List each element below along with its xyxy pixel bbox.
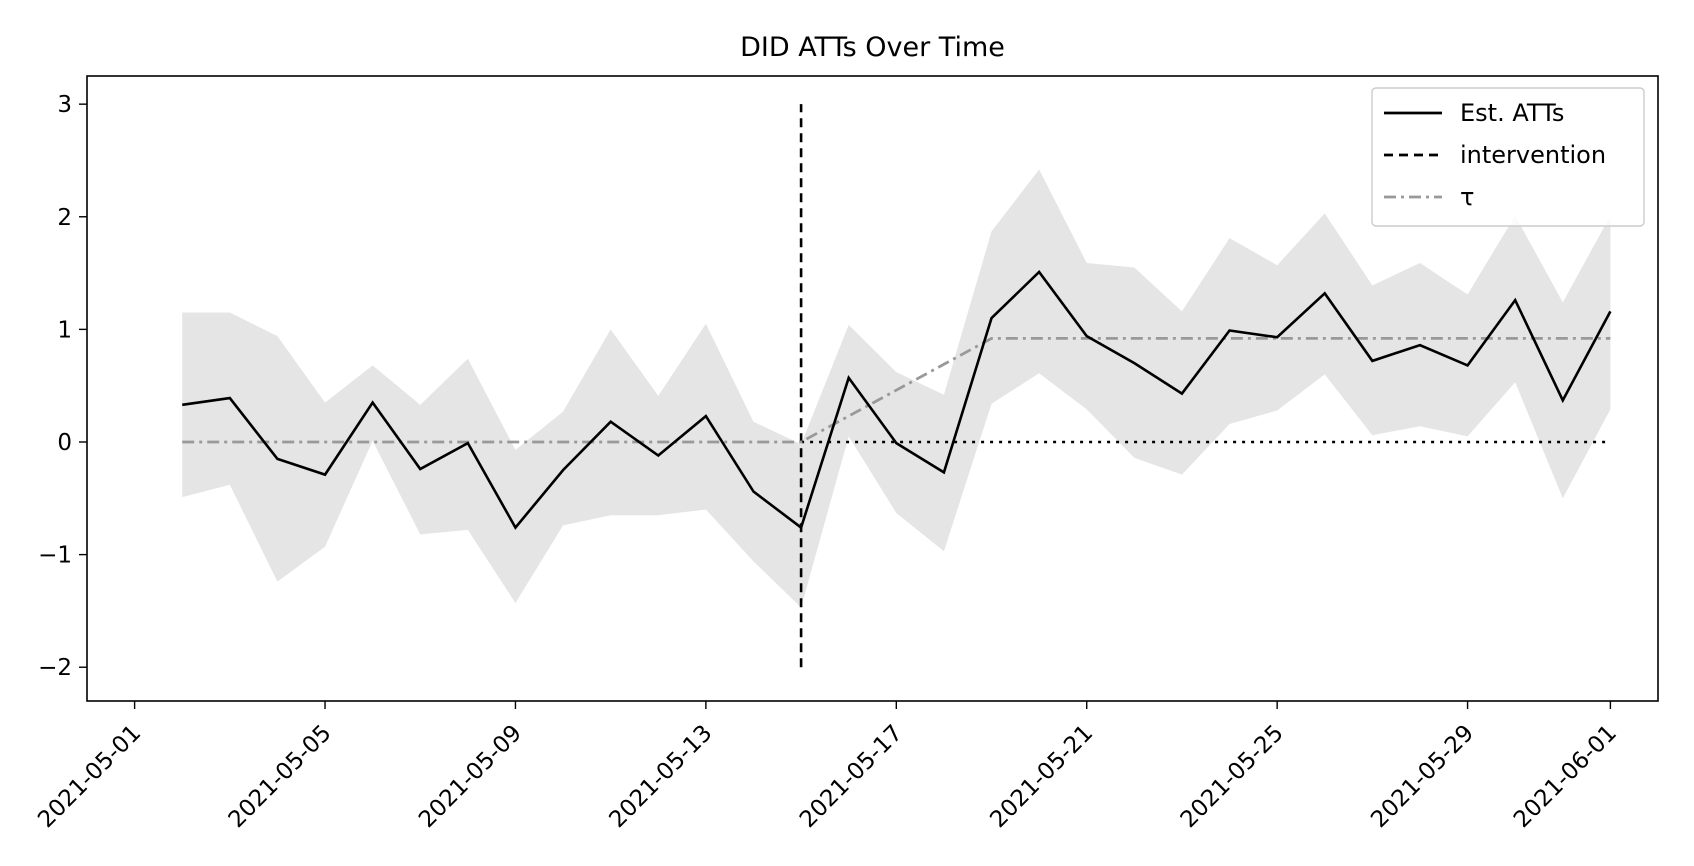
series-layer (182, 269, 1612, 530)
y-tick-label: −1 (38, 543, 72, 569)
reference-lines-layer (799, 104, 1611, 668)
y-tick-label: 0 (57, 430, 72, 456)
y-tick-label: 3 (57, 92, 72, 118)
tau-line (182, 336, 1611, 444)
legend-box (1371, 87, 1645, 227)
legend-label: Est. ATTs (1460, 99, 1564, 127)
y-tick-label: −2 (38, 655, 72, 681)
legend: Est. ATTs intervention τ (1371, 87, 1645, 227)
legend-label: τ (1460, 183, 1474, 211)
y-tick-label: 2 (57, 205, 72, 231)
est-atts-line (182, 269, 1612, 530)
chart-title: DID ATTs Over Time (740, 32, 1005, 63)
legend-label: intervention (1460, 141, 1606, 169)
plot-frame (86, 75, 1659, 702)
y-tick-label: 1 (57, 317, 72, 343)
